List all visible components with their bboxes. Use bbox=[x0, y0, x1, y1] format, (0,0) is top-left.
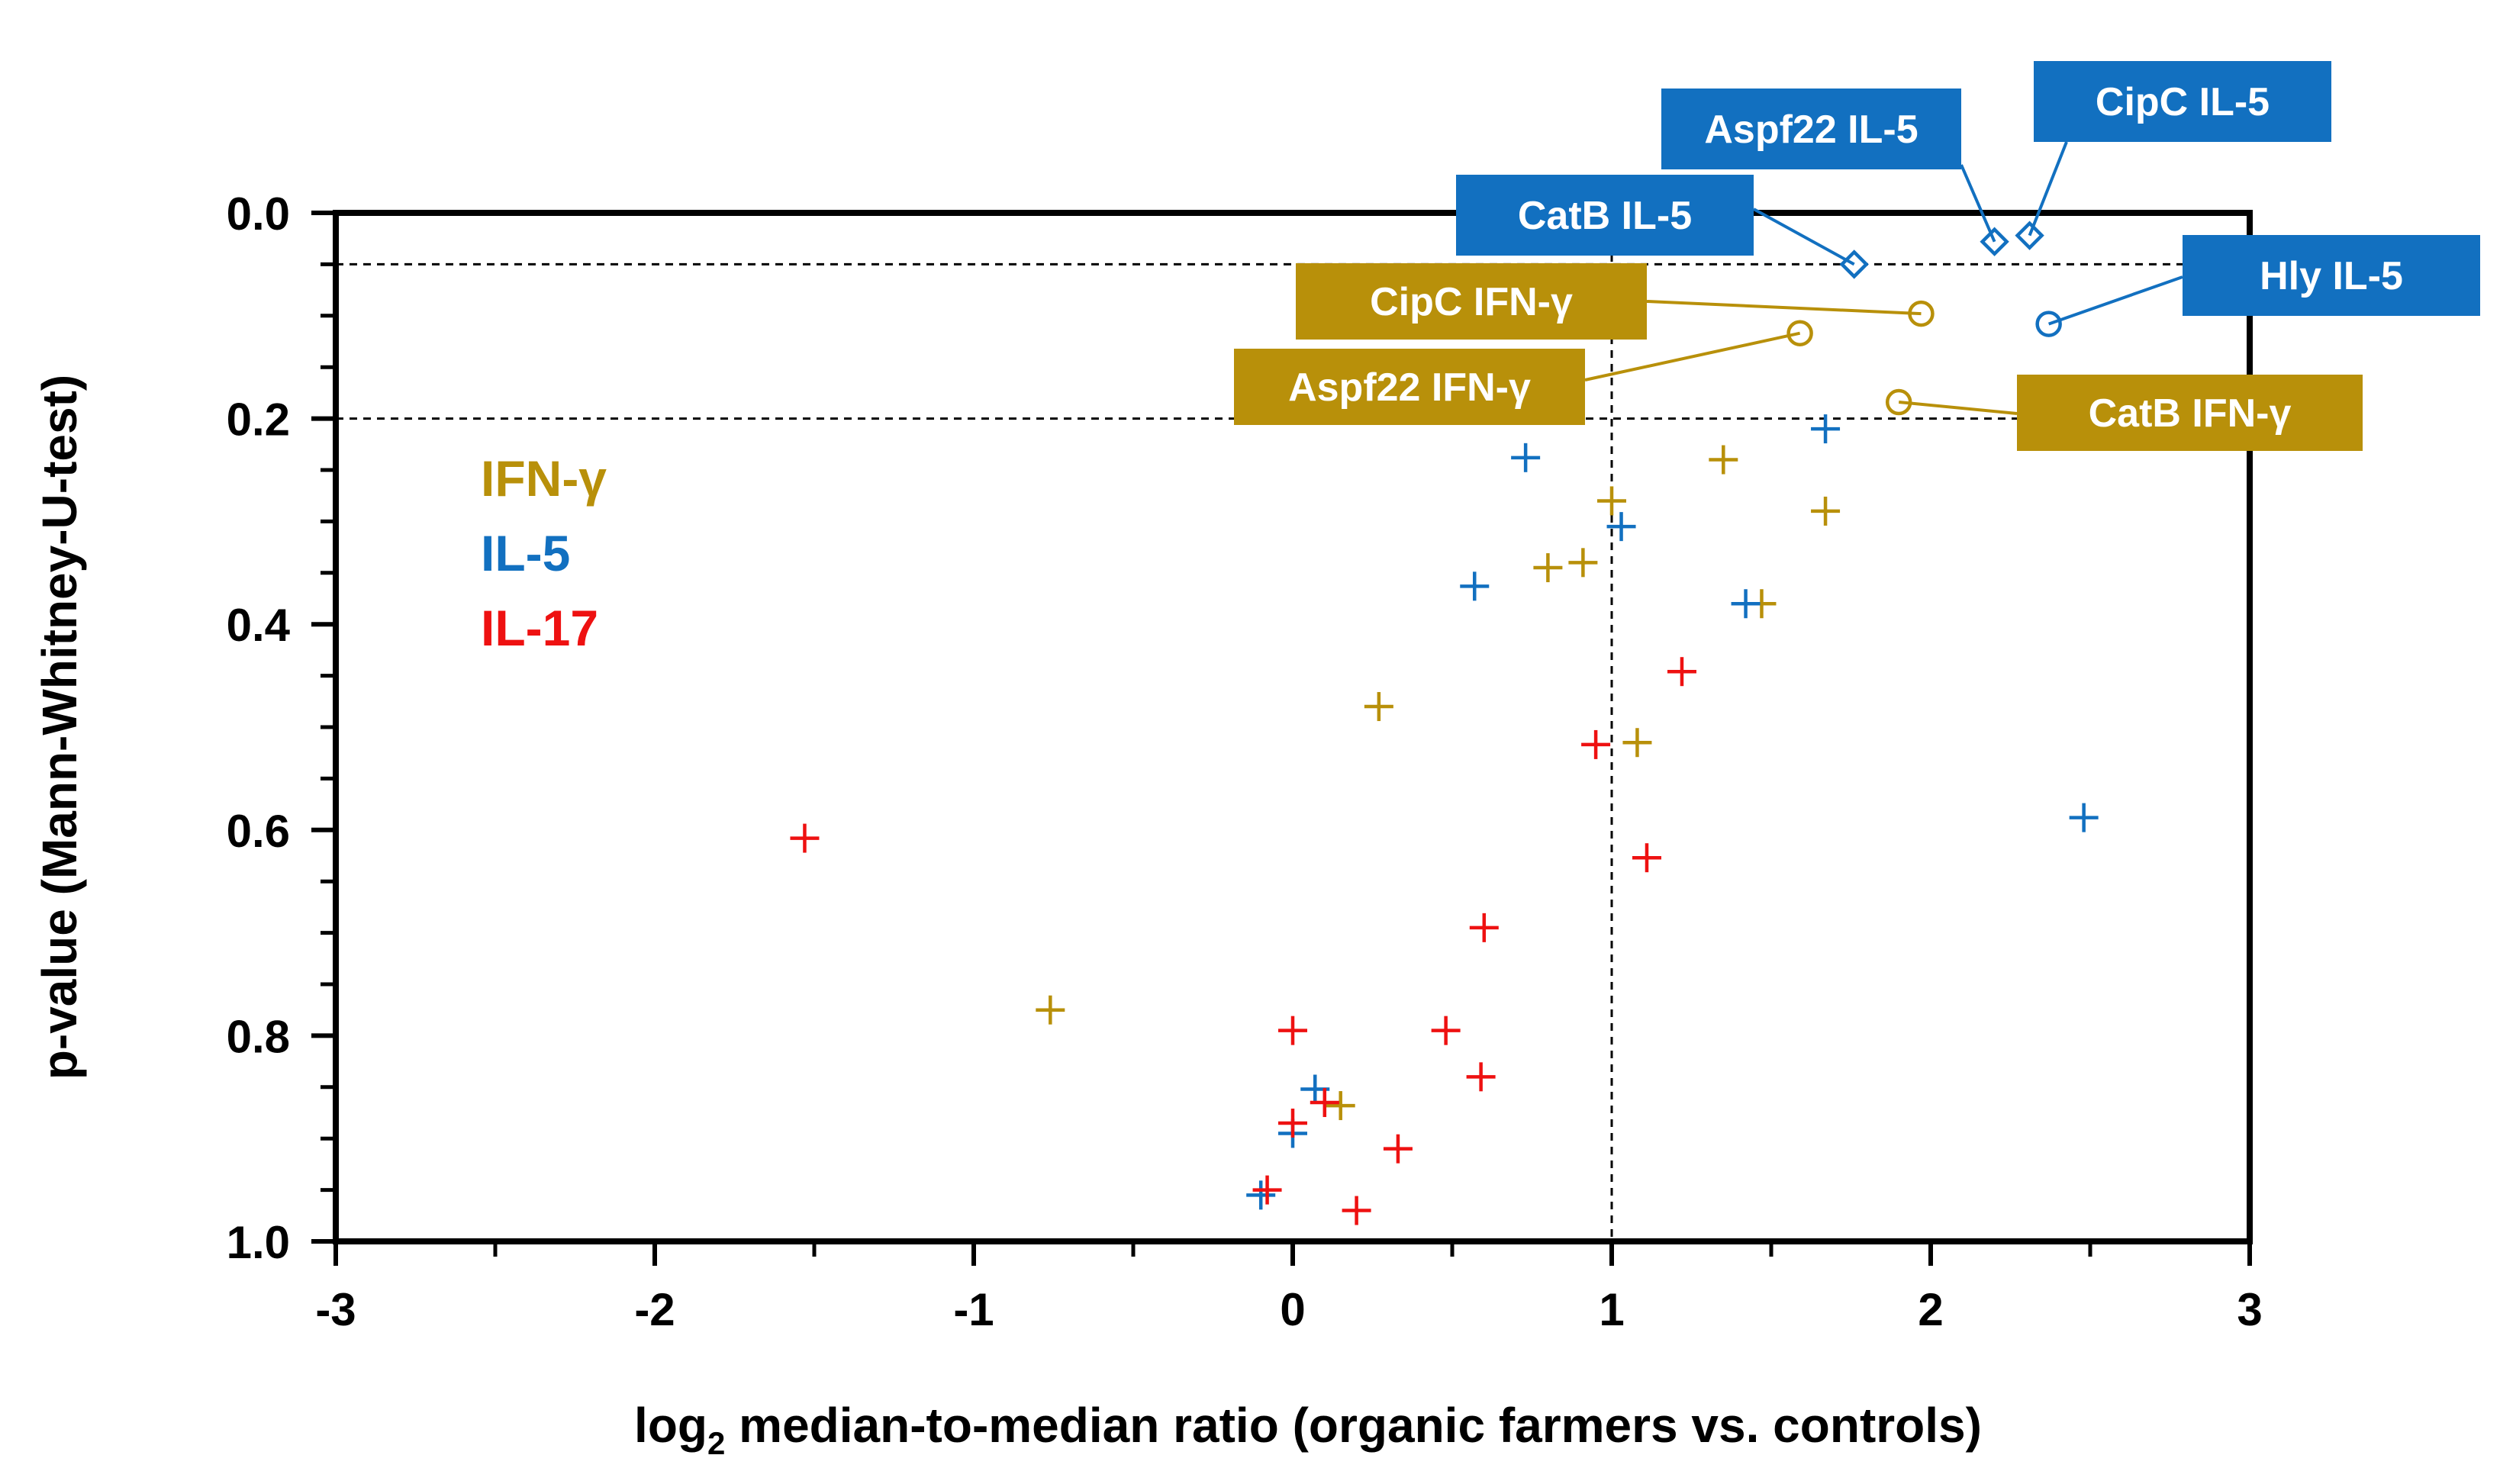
callout-leader-aspf22-il-5 bbox=[1960, 164, 1996, 243]
callout-leader-aspf22-ifn- bbox=[1584, 331, 1801, 381]
y-tick-label: 1.0 bbox=[227, 1217, 290, 1268]
point-il-17 bbox=[1581, 729, 1611, 759]
point-ifn- bbox=[1364, 692, 1393, 722]
callouts-layer: CipC IFN-γ Aspf22 IFN-γ CatB IFN-γ Aspf22 I… bbox=[1234, 61, 2480, 451]
callout-leader-cipc-ifn- bbox=[1646, 300, 1922, 316]
callout-leader-cipc-il-5 bbox=[2028, 141, 2068, 237]
point-il-17 bbox=[1278, 1108, 1307, 1138]
point-il-5 bbox=[1460, 571, 1490, 601]
y-tick-label: 0.6 bbox=[227, 806, 290, 857]
callout-leader-catb-ifn- bbox=[1899, 401, 2018, 415]
point-il-17 bbox=[1383, 1134, 1413, 1164]
point-ifn- bbox=[1568, 548, 1598, 578]
point-il-17 bbox=[1342, 1196, 1371, 1225]
callout-label: Aspf22 IL-5 bbox=[1704, 108, 1918, 152]
y-tick-label: 0.2 bbox=[227, 394, 290, 446]
point-ifn- bbox=[1622, 728, 1652, 758]
legend-entry-il-5: IL-5 bbox=[481, 525, 570, 581]
point-ifn- bbox=[1709, 445, 1738, 475]
x-tick-label: 3 bbox=[2237, 1284, 2262, 1335]
y-axis-title: p-value (Mann-Whitney-U-test) bbox=[32, 375, 87, 1080]
axis-titles-layer: log2 median-to-median ratio (organic far… bbox=[32, 375, 1982, 1461]
callout-label: CatB IFN-γ bbox=[2089, 391, 2292, 436]
callout-box bbox=[2017, 375, 2363, 451]
point-ifn- bbox=[1597, 486, 1626, 516]
callout-box bbox=[2183, 235, 2480, 316]
callout-aspf22-ifn-: Aspf22 IFN-γ bbox=[1234, 349, 1585, 425]
point-il-17 bbox=[790, 823, 820, 853]
callout-label: CipC IFN-γ bbox=[1370, 280, 1573, 324]
x-tick-label: 0 bbox=[1280, 1284, 1305, 1335]
x-tick-label: -3 bbox=[315, 1284, 356, 1335]
x-tick-label: 1 bbox=[1599, 1284, 1624, 1335]
y-tick-label: 0.8 bbox=[227, 1011, 290, 1062]
x-tick-label: 2 bbox=[1918, 1284, 1943, 1335]
point-il-5 bbox=[1511, 443, 1541, 472]
callout-box bbox=[1296, 263, 1647, 340]
callout-catb-il-5: CatB IL-5 bbox=[1456, 175, 1754, 256]
axes-layer: -3 -2 -1 0 1 2 3 0.0 0.2 0.4 0.6 0.8 1.0 bbox=[227, 188, 2263, 1335]
point-il-5 bbox=[1606, 512, 1636, 542]
point-il-17 bbox=[1252, 1175, 1282, 1205]
callout-label: Hly IL-5 bbox=[2260, 254, 2403, 298]
callout-box bbox=[1234, 349, 1585, 425]
y-tick-label: 0.0 bbox=[227, 188, 290, 240]
point-ifn- bbox=[1326, 1091, 1355, 1121]
callout-catb-ifn-: CatB IFN-γ bbox=[2017, 375, 2363, 451]
y-tick-label: 0.4 bbox=[227, 600, 291, 651]
point-il-17 bbox=[1469, 913, 1499, 942]
point-ifn- bbox=[1036, 995, 1065, 1025]
point-il-17 bbox=[1466, 1062, 1496, 1092]
point-il-5 bbox=[2069, 803, 2099, 832]
callout-label: CipC IL-5 bbox=[2096, 80, 2270, 124]
point-il-17 bbox=[1431, 1016, 1461, 1045]
point-il-5 bbox=[1811, 414, 1841, 444]
x-tick-label: -1 bbox=[953, 1284, 994, 1335]
point-il-17 bbox=[1278, 1016, 1307, 1045]
point-il-17 bbox=[1667, 657, 1696, 687]
point-il-17 bbox=[1632, 843, 1661, 873]
callout-leader-hly-il-5 bbox=[2047, 275, 2183, 326]
point-il-17 bbox=[1310, 1088, 1339, 1118]
point-il-5 bbox=[1731, 589, 1761, 619]
callout-cipc-il-5: CipC IL-5 bbox=[2034, 61, 2331, 142]
point-ifn- bbox=[1811, 496, 1841, 526]
x-axis-title: log2 median-to-median ratio (organic far… bbox=[634, 1398, 1982, 1461]
callout-cipc-ifn-: CipC IFN-γ bbox=[1296, 263, 1647, 340]
callout-box bbox=[1661, 89, 1961, 169]
callout-label: Aspf22 IFN-γ bbox=[1288, 365, 1531, 410]
callout-box bbox=[1456, 175, 1754, 256]
callout-aspf22-il-5: Aspf22 IL-5 bbox=[1661, 89, 1961, 169]
reference-lines-layer bbox=[336, 213, 2250, 1241]
legend-entry-il-17: IL-17 bbox=[481, 600, 598, 656]
point-ifn- bbox=[1533, 553, 1563, 583]
x-tick-label: -2 bbox=[634, 1284, 675, 1335]
legend: IFN-γ IL-5 IL-17 bbox=[481, 450, 607, 656]
point-il-5 bbox=[1246, 1180, 1276, 1210]
legend-entry-ifn-: IFN-γ bbox=[481, 450, 607, 507]
callout-box bbox=[2034, 61, 2331, 142]
callout-leader-catb-il-5 bbox=[1753, 208, 1855, 266]
callout-label: CatB IL-5 bbox=[1518, 194, 1692, 238]
callout-hly-il-5: Hly IL-5 bbox=[2183, 235, 2480, 316]
